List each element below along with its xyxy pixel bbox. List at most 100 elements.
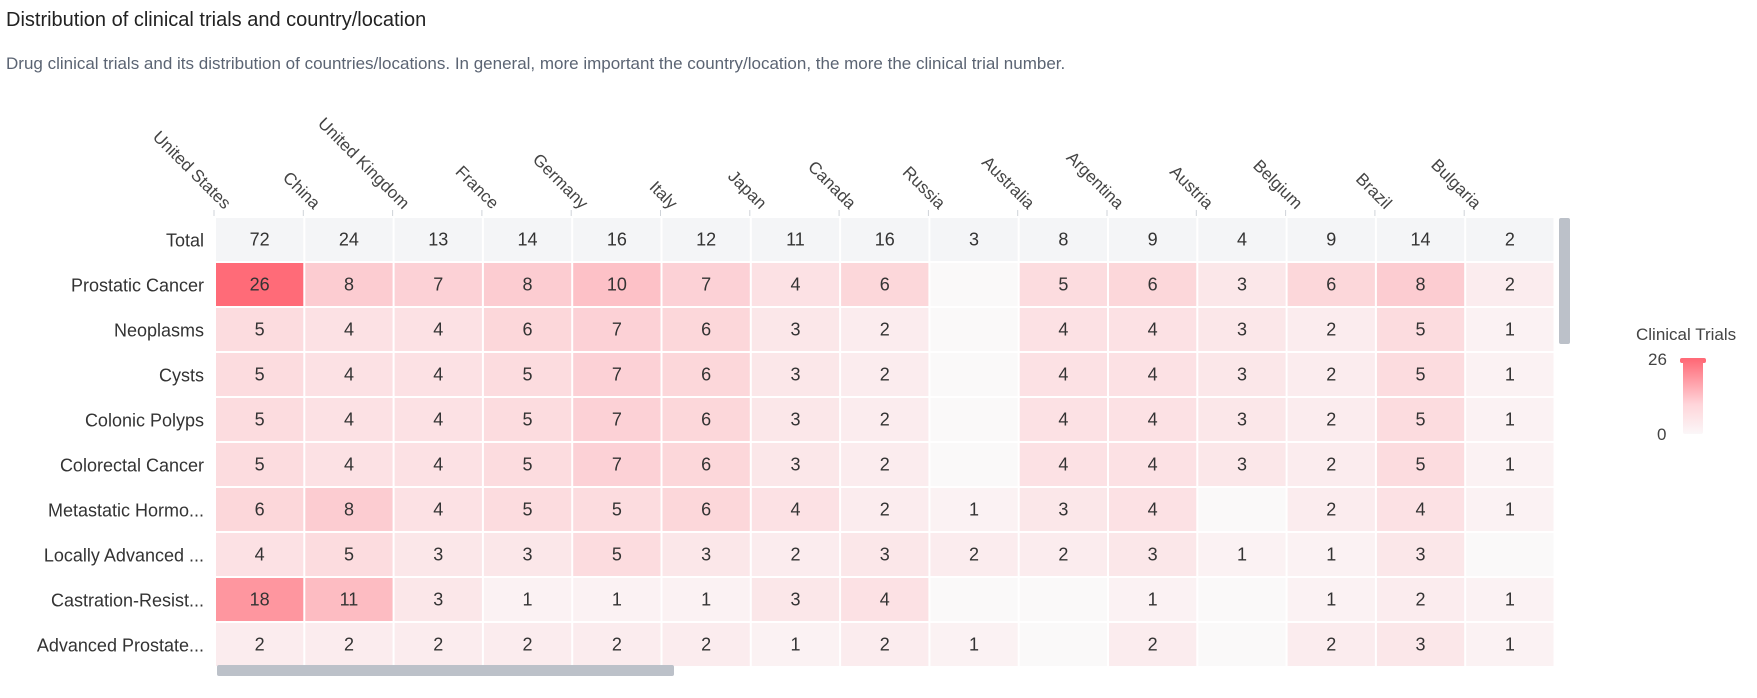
heatmap-cell-8-9[interactable]	[1020, 578, 1107, 621]
heatmap-cell-4-8[interactable]	[930, 398, 1017, 441]
heatmap-cell-1-8[interactable]	[930, 263, 1017, 306]
cell-value-2-11: 3	[1237, 320, 1247, 340]
column-label-7: Canada	[804, 157, 860, 213]
row-label-7: Locally Advanced ...	[44, 546, 204, 566]
heatmap-cell-5-8[interactable]	[930, 443, 1017, 486]
cell-value-7-0: 4	[255, 545, 265, 565]
cell-value-2-14: 1	[1505, 320, 1515, 340]
column-label-13: Brazil	[1352, 169, 1395, 212]
cell-value-5-5: 6	[701, 455, 711, 475]
cell-value-2-9: 4	[1058, 320, 1068, 340]
cell-value-2-10: 4	[1148, 320, 1158, 340]
cell-value-0-10: 9	[1148, 230, 1158, 250]
heatmap-cell-7-14[interactable]	[1466, 533, 1553, 576]
cell-value-1-9: 5	[1058, 275, 1068, 295]
heatmap-cell-9-11[interactable]	[1198, 623, 1285, 666]
cell-value-1-3: 8	[523, 275, 533, 295]
column-label-8: Russia	[899, 163, 950, 214]
heatmap-cell-3-8[interactable]	[930, 353, 1017, 396]
column-label-6: Japan	[724, 167, 770, 213]
cell-value-3-14: 1	[1505, 365, 1515, 385]
cell-value-5-13: 5	[1416, 455, 1426, 475]
cell-value-2-0: 5	[255, 320, 265, 340]
legend-max-label: 26	[1648, 350, 1667, 370]
cell-value-4-4: 7	[612, 410, 622, 430]
cell-value-0-9: 8	[1058, 230, 1068, 250]
heatmap-chart: United StatesChinaUnited KingdomFranceGe…	[0, 0, 1757, 698]
horizontal-scrollbar[interactable]	[217, 665, 674, 676]
cell-value-3-10: 4	[1148, 365, 1158, 385]
cell-value-8-13: 2	[1416, 590, 1426, 610]
cell-value-5-2: 4	[433, 455, 443, 475]
cell-value-5-4: 7	[612, 455, 622, 475]
cell-value-9-3: 2	[523, 635, 533, 655]
cell-value-5-3: 5	[523, 455, 533, 475]
cell-value-2-7: 2	[880, 320, 890, 340]
heatmap-cell-8-11[interactable]	[1198, 578, 1285, 621]
cell-value-4-6: 3	[790, 410, 800, 430]
row-label-8: Castration-Resist...	[51, 591, 204, 611]
cell-value-5-1: 4	[344, 455, 354, 475]
cell-value-7-13: 3	[1416, 545, 1426, 565]
cell-value-9-5: 2	[701, 635, 711, 655]
legend-color-bar[interactable]	[1683, 360, 1703, 434]
legend-title: Clinical Trials	[1636, 325, 1736, 345]
column-label-5: Italy	[646, 177, 682, 213]
cell-value-4-13: 5	[1416, 410, 1426, 430]
heatmap-cell-2-8[interactable]	[930, 308, 1017, 351]
cell-value-7-5: 3	[701, 545, 711, 565]
cell-value-9-1: 2	[344, 635, 354, 655]
cell-value-9-2: 2	[433, 635, 443, 655]
column-label-12: Belgium	[1249, 156, 1306, 213]
cell-value-1-6: 4	[790, 275, 800, 295]
cell-value-9-0: 2	[255, 635, 265, 655]
cell-value-5-14: 1	[1505, 455, 1515, 475]
cell-value-4-5: 6	[701, 410, 711, 430]
cell-value-6-3: 5	[523, 500, 533, 520]
row-label-9: Advanced Prostate...	[37, 636, 204, 656]
column-label-1: China	[279, 168, 324, 213]
cell-value-9-13: 3	[1416, 635, 1426, 655]
cell-value-3-0: 5	[255, 365, 265, 385]
cell-value-7-4: 5	[612, 545, 622, 565]
cell-value-4-10: 4	[1148, 410, 1158, 430]
cell-value-0-4: 16	[607, 230, 627, 250]
cell-value-6-2: 4	[433, 500, 443, 520]
cell-value-6-14: 1	[1505, 500, 1515, 520]
heatmap-cell-6-11[interactable]	[1198, 488, 1285, 531]
cell-value-1-0: 26	[250, 275, 270, 295]
cell-value-5-6: 3	[790, 455, 800, 475]
cell-value-1-5: 7	[701, 275, 711, 295]
vertical-scrollbar[interactable]	[1559, 218, 1570, 344]
cell-value-4-0: 5	[255, 410, 265, 430]
cell-value-0-12: 9	[1326, 230, 1336, 250]
cell-value-8-3: 1	[523, 590, 533, 610]
cell-value-3-11: 3	[1237, 365, 1247, 385]
cell-value-7-10: 3	[1148, 545, 1158, 565]
row-label-6: Metastatic Hormo...	[48, 501, 204, 521]
cell-value-7-12: 1	[1326, 545, 1336, 565]
cell-value-1-11: 3	[1237, 275, 1247, 295]
column-label-11: Austria	[1166, 162, 1217, 213]
cell-value-8-5: 1	[701, 590, 711, 610]
cell-value-7-3: 3	[523, 545, 533, 565]
cell-value-4-2: 4	[433, 410, 443, 430]
cell-value-4-1: 4	[344, 410, 354, 430]
cell-value-1-4: 10	[607, 275, 627, 295]
cell-value-8-0: 18	[250, 590, 270, 610]
cell-value-9-8: 1	[969, 635, 979, 655]
cell-value-1-14: 2	[1505, 275, 1515, 295]
heatmap-cell-9-9[interactable]	[1020, 623, 1107, 666]
cell-value-2-13: 5	[1416, 320, 1426, 340]
column-label-10: Argentina	[1063, 148, 1128, 213]
cell-value-0-0: 72	[250, 230, 270, 250]
cell-value-9-4: 2	[612, 635, 622, 655]
cell-value-0-14: 2	[1505, 230, 1515, 250]
column-label-2: United Kingdom	[314, 114, 413, 213]
cell-value-8-10: 1	[1148, 590, 1158, 610]
heatmap-cell-8-8[interactable]	[930, 578, 1017, 621]
cell-value-9-12: 2	[1326, 635, 1336, 655]
cell-value-6-5: 6	[701, 500, 711, 520]
cell-value-0-1: 24	[339, 230, 359, 250]
column-label-9: Australia	[978, 153, 1039, 214]
